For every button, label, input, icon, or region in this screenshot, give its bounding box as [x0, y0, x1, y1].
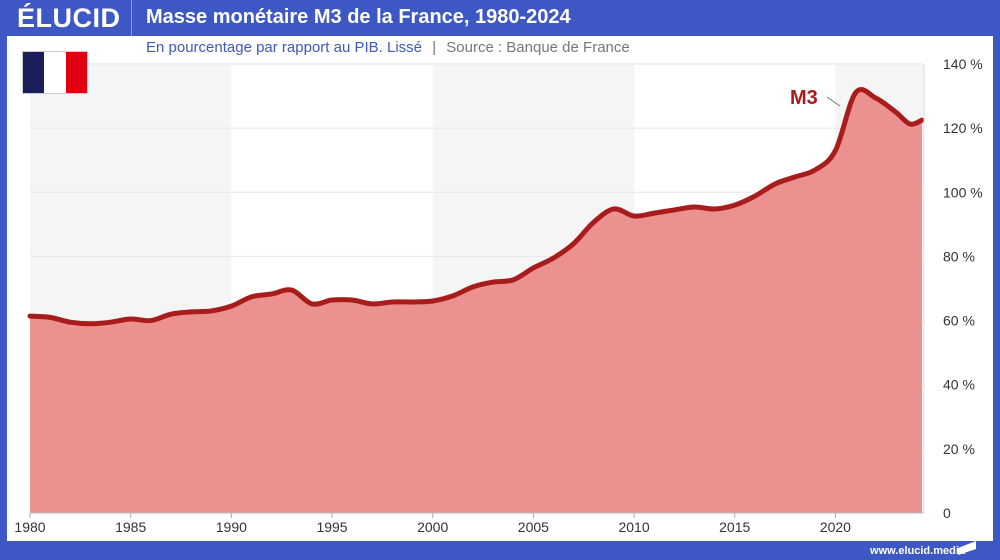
x-tick-label: 2010: [618, 519, 649, 535]
x-tick-label: 1985: [115, 519, 146, 535]
footer-url[interactable]: www.elucid.media: [870, 545, 965, 557]
y-tick-label: 100 %: [943, 184, 983, 200]
x-tick-label: 2015: [719, 519, 750, 535]
chart-subtitle: En pourcentage par rapport au PIB. Lissé…: [146, 39, 630, 56]
x-tick-label: 1990: [216, 519, 247, 535]
flag-blue: [23, 52, 45, 93]
m3-series-label: M3: [790, 87, 818, 109]
x-tick-label: 1995: [316, 519, 347, 535]
header-bar: ÉLUCID Masse monétaire M3 de la France, …: [0, 0, 1000, 36]
y-tick-label: 140 %: [943, 56, 983, 72]
subtitle-text: En pourcentage par rapport au PIB. Lissé: [146, 39, 423, 56]
y-tick-label: 80 %: [943, 248, 975, 264]
y-tick-label: 20 %: [943, 441, 975, 457]
m3-area: [30, 89, 922, 514]
y-tick-label: 0: [943, 505, 951, 521]
x-tick-label: 2005: [518, 519, 549, 535]
x-tick-label: 2020: [820, 519, 851, 535]
france-flag-icon: [22, 51, 88, 94]
m3-line: [27, 87, 925, 327]
elucid-mark-icon: [958, 541, 976, 555]
chart-title: Masse monétaire M3 de la France, 1980-20…: [146, 6, 571, 28]
subtitle-divider: |: [432, 39, 437, 56]
flag-white: [44, 52, 66, 93]
x-tick-label: 1980: [14, 519, 45, 535]
m3-label-leader: [826, 96, 841, 107]
y-tick-label: 60 %: [943, 313, 975, 329]
y-tick-label: 40 %: [943, 377, 975, 393]
elucid-logo: ÉLUCID: [17, 3, 121, 33]
source-text: Source : Banque de France: [446, 39, 630, 56]
header-divider: [131, 0, 132, 36]
flag-red: [65, 52, 87, 93]
x-tick-label: 2000: [417, 519, 448, 535]
y-tick-label: 120 %: [943, 120, 983, 136]
